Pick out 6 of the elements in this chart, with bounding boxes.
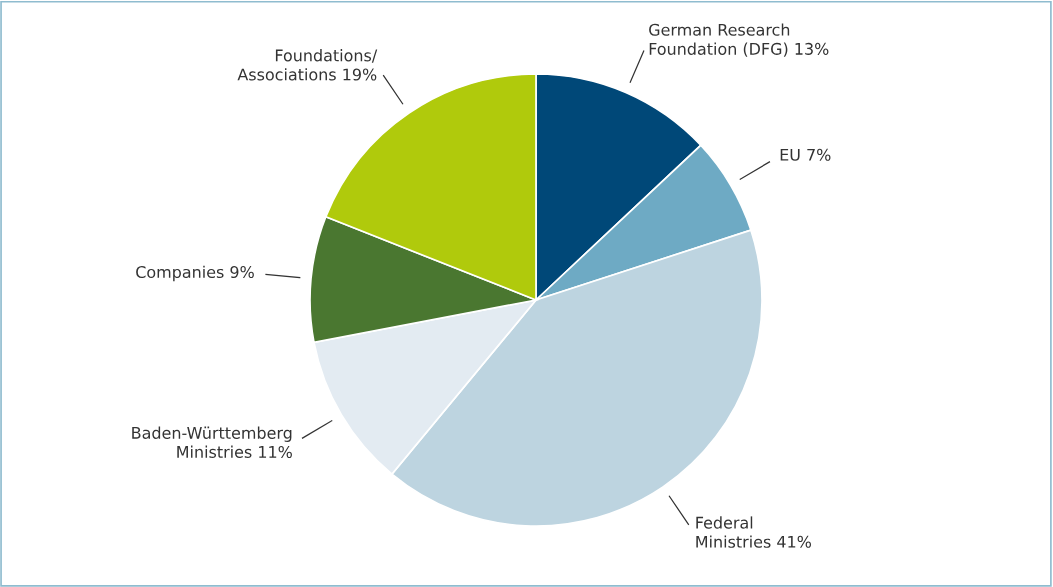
slice-label: EU 7%: [780, 148, 831, 161]
slice-label: Baden-Württemberg Ministries 11%: [132, 426, 292, 458]
slice-label: Foundations/ Associations 19%: [237, 49, 378, 81]
slice-label: Federal Ministries 41%: [696, 516, 811, 548]
slice-label: German Research Foundation (DFG) 13%: [649, 23, 829, 57]
slice-label: Companies 9%: [136, 265, 254, 282]
